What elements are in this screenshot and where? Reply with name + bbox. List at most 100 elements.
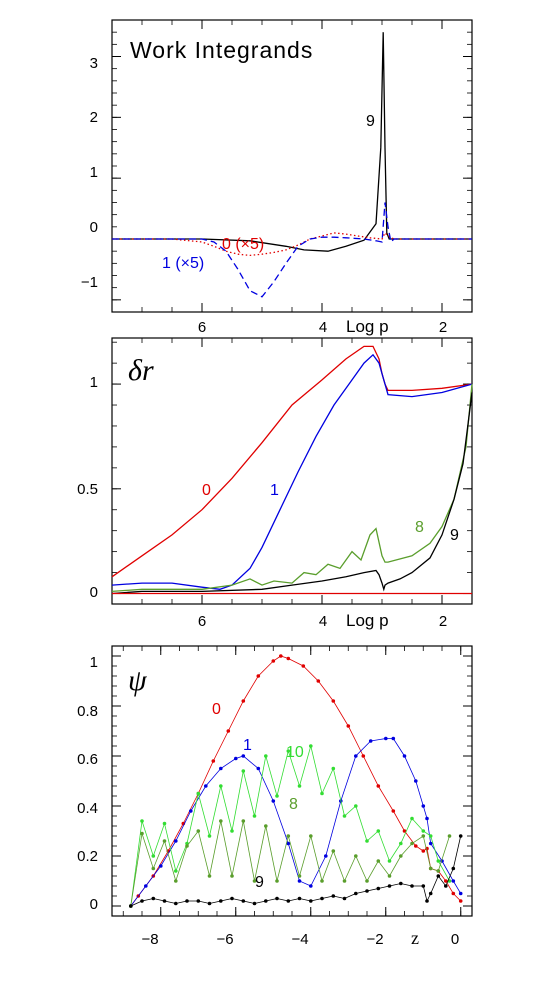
data-point-0 — [301, 664, 306, 668]
data-point-1 — [234, 756, 238, 761]
data-point-9 — [421, 884, 426, 888]
p2-ytick-label: 0 — [90, 584, 98, 601]
data-point-1 — [144, 884, 148, 888]
data-point-10 — [399, 841, 403, 846]
data-point-1 — [421, 804, 426, 808]
data-point-8 — [421, 834, 426, 838]
data-point-9 — [252, 901, 257, 906]
data-point-8 — [185, 844, 189, 848]
series-line-0-5- — [112, 231, 472, 257]
panel2-label-9: 9 — [450, 527, 459, 544]
data-point-1 — [354, 754, 358, 758]
data-point-0 — [444, 879, 448, 883]
data-point-9 — [320, 896, 324, 901]
data-point-9 — [230, 896, 234, 901]
data-point-1 — [428, 841, 433, 846]
p2-ytick-label: 0.5 — [77, 481, 98, 498]
data-point-10 — [275, 794, 279, 798]
data-point-9 — [207, 901, 212, 906]
panel3-label-8: 8 — [289, 796, 298, 813]
data-point-9 — [342, 896, 347, 901]
data-point-9 — [365, 889, 369, 893]
p3-ytick-label: 0 — [90, 896, 98, 913]
p1-ytick-label: 1 — [90, 164, 98, 181]
series-line-10 — [130, 744, 450, 907]
data-point-9 — [428, 891, 433, 896]
data-point-1 — [425, 816, 429, 821]
data-point-9 — [436, 874, 441, 878]
data-point-0 — [279, 654, 283, 658]
data-point-1 — [368, 739, 373, 743]
panel2-label-1: 1 — [270, 482, 279, 499]
data-point-8 — [241, 819, 246, 823]
p2-ytick-label: 1 — [90, 374, 98, 391]
series-line-9 — [130, 835, 462, 907]
data-point-1 — [271, 799, 276, 803]
panel1-xlabel: Log p — [346, 317, 389, 336]
data-point-0 — [316, 679, 321, 683]
data-point-9 — [162, 899, 167, 903]
data-point-1 — [256, 766, 261, 771]
panel3-label-0: 0 — [212, 701, 221, 718]
data-point-10 — [174, 869, 178, 873]
data-point-9 — [286, 899, 291, 903]
panel-psi: ψ 0 1 10 8 9 z 1 0.8 0.6 0.4 0.2 0 −8 −6… — [77, 645, 473, 948]
panel3-label-9: 9 — [255, 874, 264, 891]
data-point-10 — [207, 834, 212, 838]
p3-xtick-label: −6 — [216, 931, 233, 948]
data-point-8 — [428, 866, 433, 871]
data-point-10 — [428, 834, 433, 838]
data-point-1 — [189, 809, 193, 813]
panel1-label-1: 1 (×5) — [162, 255, 204, 272]
series-line-8 — [111, 384, 473, 593]
data-point-8 — [309, 834, 313, 838]
data-point-9 — [140, 899, 144, 903]
panel2-curves — [111, 345, 473, 595]
series-line-1-5- — [112, 202, 472, 298]
data-point-8 — [410, 841, 414, 846]
data-point-8 — [230, 874, 234, 878]
series-line-8 — [130, 820, 450, 907]
p1-xtick-label: 4 — [319, 319, 327, 336]
data-point-8 — [162, 839, 167, 843]
panel2-label-0: 0 — [202, 482, 211, 499]
data-point-8 — [174, 879, 178, 883]
panel3-ticks — [112, 646, 472, 917]
data-point-8 — [140, 831, 144, 836]
p2-xtick-label: 2 — [439, 613, 447, 630]
data-point-1 — [286, 841, 291, 846]
data-point-10 — [241, 769, 246, 773]
data-point-9 — [129, 904, 133, 908]
data-point-8 — [252, 879, 257, 883]
series-line-9 — [112, 32, 472, 252]
data-point-10 — [230, 829, 234, 833]
data-point-1 — [297, 879, 302, 883]
panel3-title: ψ — [128, 664, 148, 697]
data-point-10 — [365, 839, 369, 843]
data-point-9 — [151, 896, 156, 901]
data-point-0 — [226, 729, 231, 733]
data-point-10 — [162, 821, 167, 826]
data-point-10 — [151, 854, 156, 858]
data-point-9 — [331, 894, 336, 898]
data-point-1 — [174, 839, 178, 843]
data-point-1 — [204, 784, 208, 788]
data-point-10 — [219, 784, 223, 788]
data-point-9 — [354, 891, 358, 896]
data-point-9 — [196, 899, 201, 903]
data-point-1 — [159, 864, 163, 868]
data-point-9 — [174, 901, 178, 906]
panel-work-integrands: Work Integrands 9 0 (×5) 1 (×5) Log p 3 … — [81, 19, 473, 336]
panel2-ticks — [111, 338, 473, 604]
data-point-10 — [376, 829, 381, 833]
data-point-1 — [384, 736, 388, 741]
data-point-10 — [264, 754, 268, 758]
data-point-1 — [451, 879, 456, 883]
p1-ytick-label: 3 — [90, 55, 98, 72]
data-point-8 — [399, 854, 403, 858]
data-point-1 — [391, 736, 396, 741]
data-point-9 — [376, 886, 381, 891]
panel-delta-r: δr 0 1 8 9 Log p 1 0.5 0 6 4 2 — [77, 337, 473, 630]
data-point-8 — [207, 874, 212, 878]
